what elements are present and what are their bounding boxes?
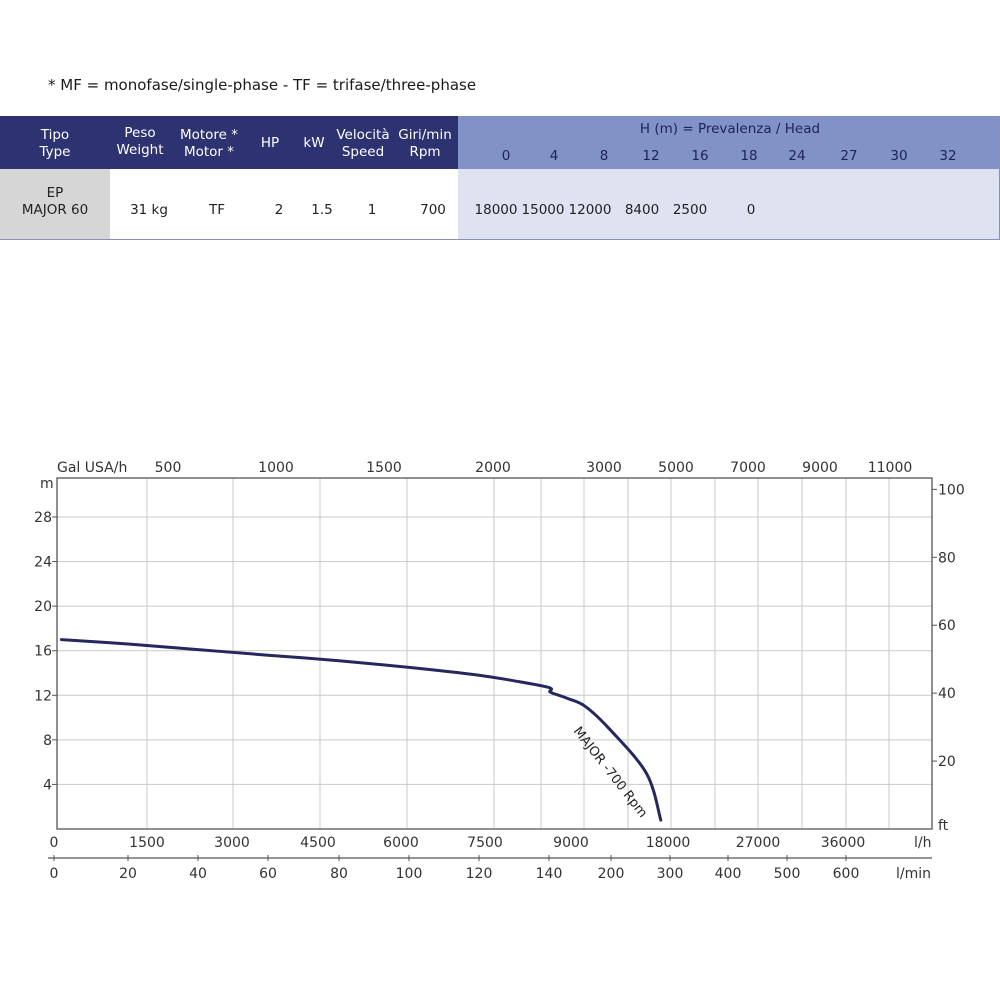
head-value: 0 [501,148,511,164]
bottom-lmin-tick-label: 40 [189,866,207,882]
top-tick-label: 5000 [658,460,694,476]
bottom-lmin-tick-label: 120 [466,866,493,882]
header-rpm: Giri/min Rpm [398,127,452,160]
right-tick-label: 80 [938,550,956,566]
bottom-lmin-tick-label: 0 [50,866,59,882]
bottom-lh-tick-label: 1500 [129,835,165,851]
table-header-right [458,116,1000,169]
header-motor: Motore * Motor * [179,127,239,160]
head-value: 16 [691,148,709,164]
top-tick-label: 1500 [366,460,402,476]
bottom-lh-tick-label: 9000 [553,835,589,851]
right-tick-label: 60 [938,618,956,634]
head-value: 30 [890,148,908,164]
row-weight: 31 kg [130,202,168,218]
left-tick-label: 4 [43,777,52,793]
row-motor: TF [208,202,225,218]
bottom-lh-tick-label: 36000 [821,835,866,851]
top-axis-label: Gal USA/h [57,460,127,476]
bottom-lmin-tick-label: 400 [715,866,742,882]
header-kw: kW [303,135,325,151]
flow-value: 18000 [474,202,518,218]
series-label: MAJOR -700 Rpm [570,724,650,821]
flow-value: 15000 [521,202,565,218]
bottom-lh-tick-label: 18000 [646,835,691,851]
bottom-lmin-tick-label: 20 [119,866,137,882]
row-rpm: 700 [420,202,446,218]
bottom-lh-tick-label: 4500 [300,835,336,851]
right-tick-label: 100 [938,482,965,498]
header-weight: Peso Weight [116,125,164,158]
bottom-lh-tick-label: 27000 [736,835,781,851]
top-tick-label: 3000 [586,460,622,476]
bottom-lmin-tick-label: 200 [598,866,625,882]
top-tick-label: 9000 [802,460,838,476]
head-value: 24 [788,148,806,164]
left-tick-label: 12 [34,688,52,704]
left-tick-label: 24 [34,555,52,571]
left-tick-label: 28 [34,510,52,526]
bottom-lh-tick-label: 3000 [214,835,250,851]
top-tick-label: 500 [155,460,182,476]
flow-row-bg [458,169,1000,240]
spec-table: Tipo Type Peso Weight Motore * Motor * HP k… [0,116,1000,240]
flow-value: 12000 [568,202,612,218]
bottom-lh-tick-label: 7500 [467,835,503,851]
plot-frame [56,477,933,830]
row-type: EP MAJOR 60 [21,185,89,218]
table-bottom-border [0,239,1000,240]
table-header-left [0,116,458,169]
header-speed: Velocità Speed [336,127,390,160]
head-value: 18 [740,148,758,164]
head-value: 32 [939,148,957,164]
footnote: * MF = monofase/single-phase - TF = trif… [48,76,477,94]
header-head-title: H (m) = Prevalenza / Head [639,121,821,137]
bottom-lmin-tick-label: 80 [330,866,348,882]
bottom-lmin-axis-label: l/min [896,866,931,882]
head-value: 12 [642,148,660,164]
bottom-lmin-tick-label: 600 [833,866,860,882]
top-tick-label: 2000 [475,460,511,476]
head-value: 4 [549,148,559,164]
header-hp: HP [260,135,280,151]
left-tick-label: 8 [43,733,52,749]
head-value: 8 [599,148,609,164]
right-axis-label: ft [938,818,949,834]
row-bg [110,169,458,240]
right-tick-label: 20 [938,754,956,770]
row-speed: 1 [367,202,377,218]
head-value: 27 [840,148,858,164]
row-kw: 1.5 [311,202,333,218]
flow-value: 0 [746,202,756,218]
left-axis-label: m [40,476,54,492]
top-tick-label: 11000 [868,460,913,476]
top-tick-label: 7000 [730,460,766,476]
bottom-lh-tick-label: 6000 [383,835,419,851]
bottom-lh-tick-label: 0 [50,835,59,851]
bottom-lmin-tick-label: 140 [536,866,563,882]
row-hp: 2 [274,202,284,218]
series-line [59,638,663,822]
right-tick-label: 40 [938,686,956,702]
bottom-lh-axis-label: l/h [914,835,931,851]
type-cell-bg [0,169,110,240]
top-tick-label: 1000 [258,460,294,476]
bottom-lmin-tick-label: 100 [396,866,423,882]
left-tick-label: 20 [34,599,52,615]
flow-value: 8400 [624,202,660,218]
flow-value: 2500 [672,202,708,218]
left-tick-label: 16 [34,644,52,660]
bottom-lmin-tick-label: 60 [259,866,277,882]
bottom-lmin-tick-label: 300 [657,866,684,882]
bottom-lmin-tick-label: 500 [774,866,801,882]
header-type: Tipo Type [39,127,71,160]
